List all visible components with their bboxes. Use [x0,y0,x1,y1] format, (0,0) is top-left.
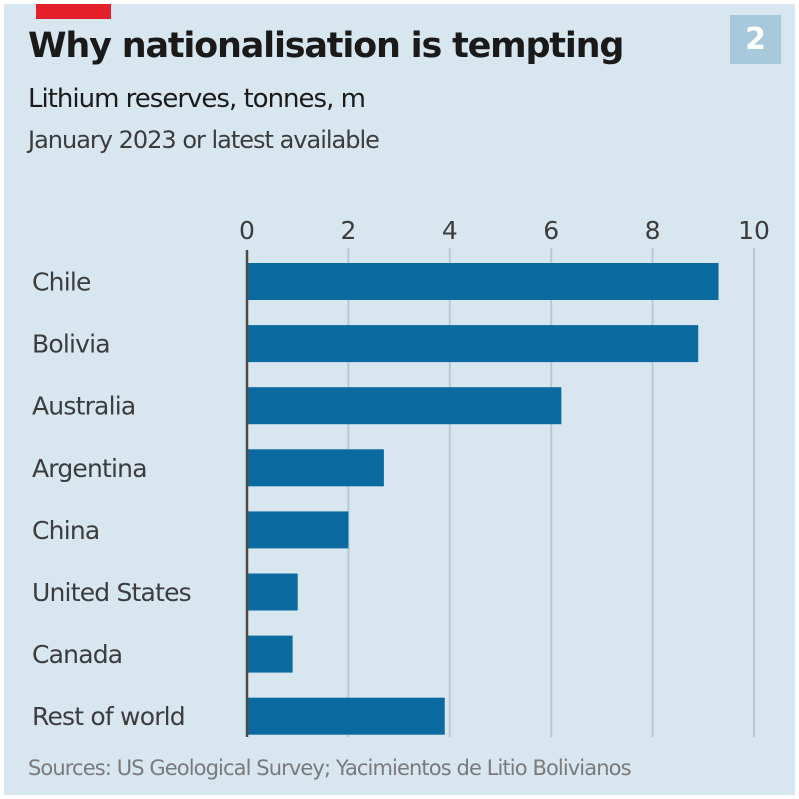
bar-united-states [247,573,298,611]
gridlines [347,248,755,737]
bar-china [247,511,349,549]
x-tick-labels: 0 2 4 6 8 10 [239,216,770,245]
chart-subtitle: Lithium reserves, tonnes, m [28,84,366,114]
bar-australia [247,387,562,425]
category-label: China [32,516,99,545]
x-tick-label: 2 [340,216,356,245]
category-label: United States [32,578,191,607]
category-label: Canada [32,640,122,669]
brand-red-tag [36,4,111,19]
bar-bolivia [247,325,699,363]
chart-source: Sources: US Geological Survey; Yacimient… [28,756,632,780]
category-label: Argentina [32,454,147,483]
x-tick-label: 8 [645,216,661,245]
x-tick-label: 0 [239,216,255,245]
x-tick-label: 6 [543,216,559,245]
bar-argentina [247,449,384,487]
chart-title: Why nationalisation is tempting [28,26,624,66]
chart-note: January 2023 or latest available [28,126,380,154]
category-label: Rest of world [32,702,185,731]
bar-chile [247,263,719,300]
x-tick-label: 4 [442,216,458,245]
category-label: Bolivia [32,330,110,359]
chart-number-badge: 2 [730,15,781,64]
category-label: Australia [32,392,135,421]
category-label: Chile [32,268,91,297]
bar-canada [247,635,293,673]
bar-rest-of-world [247,697,445,735]
category-labels: Chile Bolivia Australia Argentina China Unite… [32,268,192,732]
x-tick-label: 10 [738,216,770,245]
bars [247,263,719,735]
